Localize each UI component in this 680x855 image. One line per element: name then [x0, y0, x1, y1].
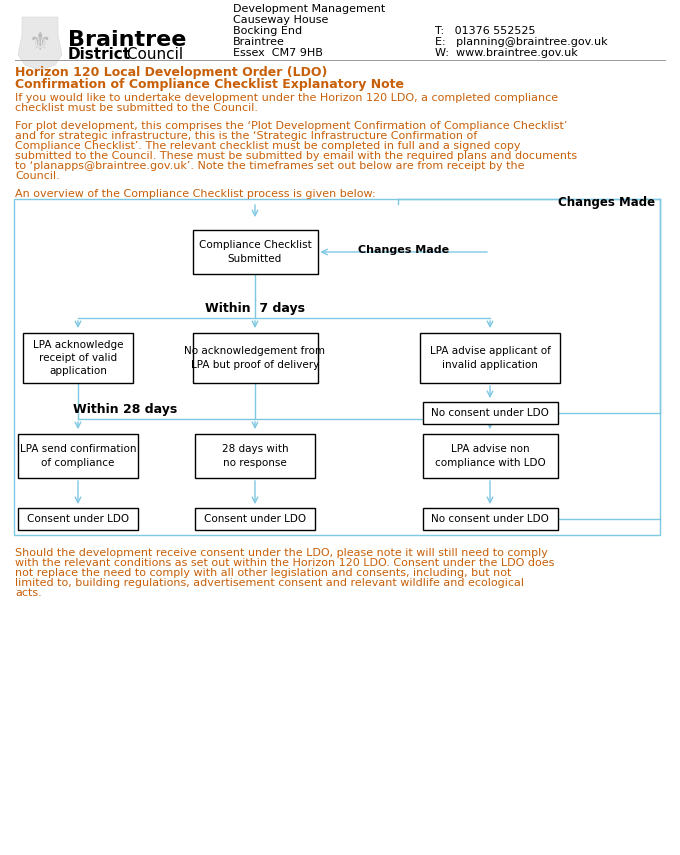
- Text: 28 days with
no response: 28 days with no response: [222, 445, 288, 468]
- Text: No acknowledgement from
LPA but proof of delivery: No acknowledgement from LPA but proof of…: [184, 346, 326, 369]
- Bar: [192, 230, 318, 274]
- Text: W:  www.braintree.gov.uk: W: www.braintree.gov.uk: [435, 48, 578, 58]
- Bar: [195, 434, 315, 478]
- Text: with the relevant conditions as set out within the Horizon 120 LDO. Consent unde: with the relevant conditions as set out …: [15, 558, 554, 568]
- Text: not replace the need to comply with all other legislation and consents, includin: not replace the need to comply with all …: [15, 568, 511, 578]
- Text: LPA advise applicant of
invalid application: LPA advise applicant of invalid applicat…: [430, 346, 550, 369]
- Text: No consent under LDO: No consent under LDO: [431, 408, 549, 418]
- Text: Causeway House: Causeway House: [233, 15, 328, 25]
- Bar: [14, 199, 660, 535]
- Bar: [18, 508, 138, 530]
- Text: E:   planning@braintree.gov.uk: E: planning@braintree.gov.uk: [435, 37, 608, 47]
- Text: For plot development, this comprises the ‘Plot Development Confirmation of Compl: For plot development, this comprises the…: [15, 121, 567, 131]
- Text: acts.: acts.: [15, 588, 41, 598]
- Text: T:   01376 552525: T: 01376 552525: [435, 26, 536, 36]
- Text: limited to, building regulations, advertisement consent and relevant wildlife an: limited to, building regulations, advert…: [15, 578, 524, 588]
- Text: Within  7 days: Within 7 days: [205, 302, 305, 315]
- Text: If you would like to undertake development under the Horizon 120 LDO, a complete: If you would like to undertake developme…: [15, 93, 558, 103]
- Text: checklist must be submitted to the Council.: checklist must be submitted to the Counc…: [15, 103, 258, 113]
- Text: to ‘planapps@braintree.gov.uk’. Note the timeframes set out below are from recei: to ‘planapps@braintree.gov.uk’. Note the…: [15, 161, 524, 171]
- Polygon shape: [18, 17, 62, 70]
- Text: Braintree: Braintree: [68, 30, 186, 50]
- Text: Bocking End: Bocking End: [233, 26, 302, 36]
- Text: Compliance Checklist
Submitted: Compliance Checklist Submitted: [199, 240, 311, 263]
- Bar: [195, 508, 315, 530]
- Text: LPA send confirmation
of compliance: LPA send confirmation of compliance: [20, 445, 136, 468]
- Text: Horizon 120 Local Development Order (LDO): Horizon 120 Local Development Order (LDO…: [15, 66, 327, 79]
- Text: Changes Made: Changes Made: [558, 196, 655, 209]
- Text: Development Management: Development Management: [233, 4, 386, 14]
- Text: and for strategic infrastructure, this is the ‘Strategic Infrastructure Confirma: and for strategic infrastructure, this i…: [15, 131, 477, 141]
- Text: Council: Council: [122, 47, 183, 62]
- Bar: [420, 333, 560, 383]
- Text: No consent under LDO: No consent under LDO: [431, 514, 549, 524]
- Text: An overview of the Compliance Checklist process is given below:: An overview of the Compliance Checklist …: [15, 189, 375, 199]
- Text: Changes Made: Changes Made: [358, 245, 449, 255]
- Text: Within 28 days: Within 28 days: [73, 403, 177, 416]
- Text: Council.: Council.: [15, 171, 60, 181]
- Text: LPA advise non
compliance with LDO: LPA advise non compliance with LDO: [435, 445, 545, 468]
- Text: Should the development receive consent under the LDO, please note it will still : Should the development receive consent u…: [15, 548, 548, 558]
- Text: District: District: [68, 47, 131, 62]
- Text: LPA acknowledge
receipt of valid
application: LPA acknowledge receipt of valid applica…: [33, 339, 123, 376]
- Bar: [18, 434, 138, 478]
- Text: Consent under LDO: Consent under LDO: [204, 514, 306, 524]
- Text: Consent under LDO: Consent under LDO: [27, 514, 129, 524]
- Bar: [422, 402, 558, 424]
- Bar: [422, 508, 558, 530]
- Text: ⚜: ⚜: [29, 31, 51, 55]
- Text: Essex  CM7 9HB: Essex CM7 9HB: [233, 48, 323, 58]
- Bar: [422, 434, 558, 478]
- Bar: [23, 333, 133, 383]
- Text: Confirmation of Compliance Checklist Explanatory Note: Confirmation of Compliance Checklist Exp…: [15, 78, 404, 91]
- Text: submitted to the Council. These must be submitted by email with the required pla: submitted to the Council. These must be …: [15, 151, 577, 161]
- Text: Braintree: Braintree: [233, 37, 285, 47]
- Bar: [192, 333, 318, 383]
- Text: Compliance Checklist’. The relevant checklist must be completed in full and a si: Compliance Checklist’. The relevant chec…: [15, 141, 520, 151]
